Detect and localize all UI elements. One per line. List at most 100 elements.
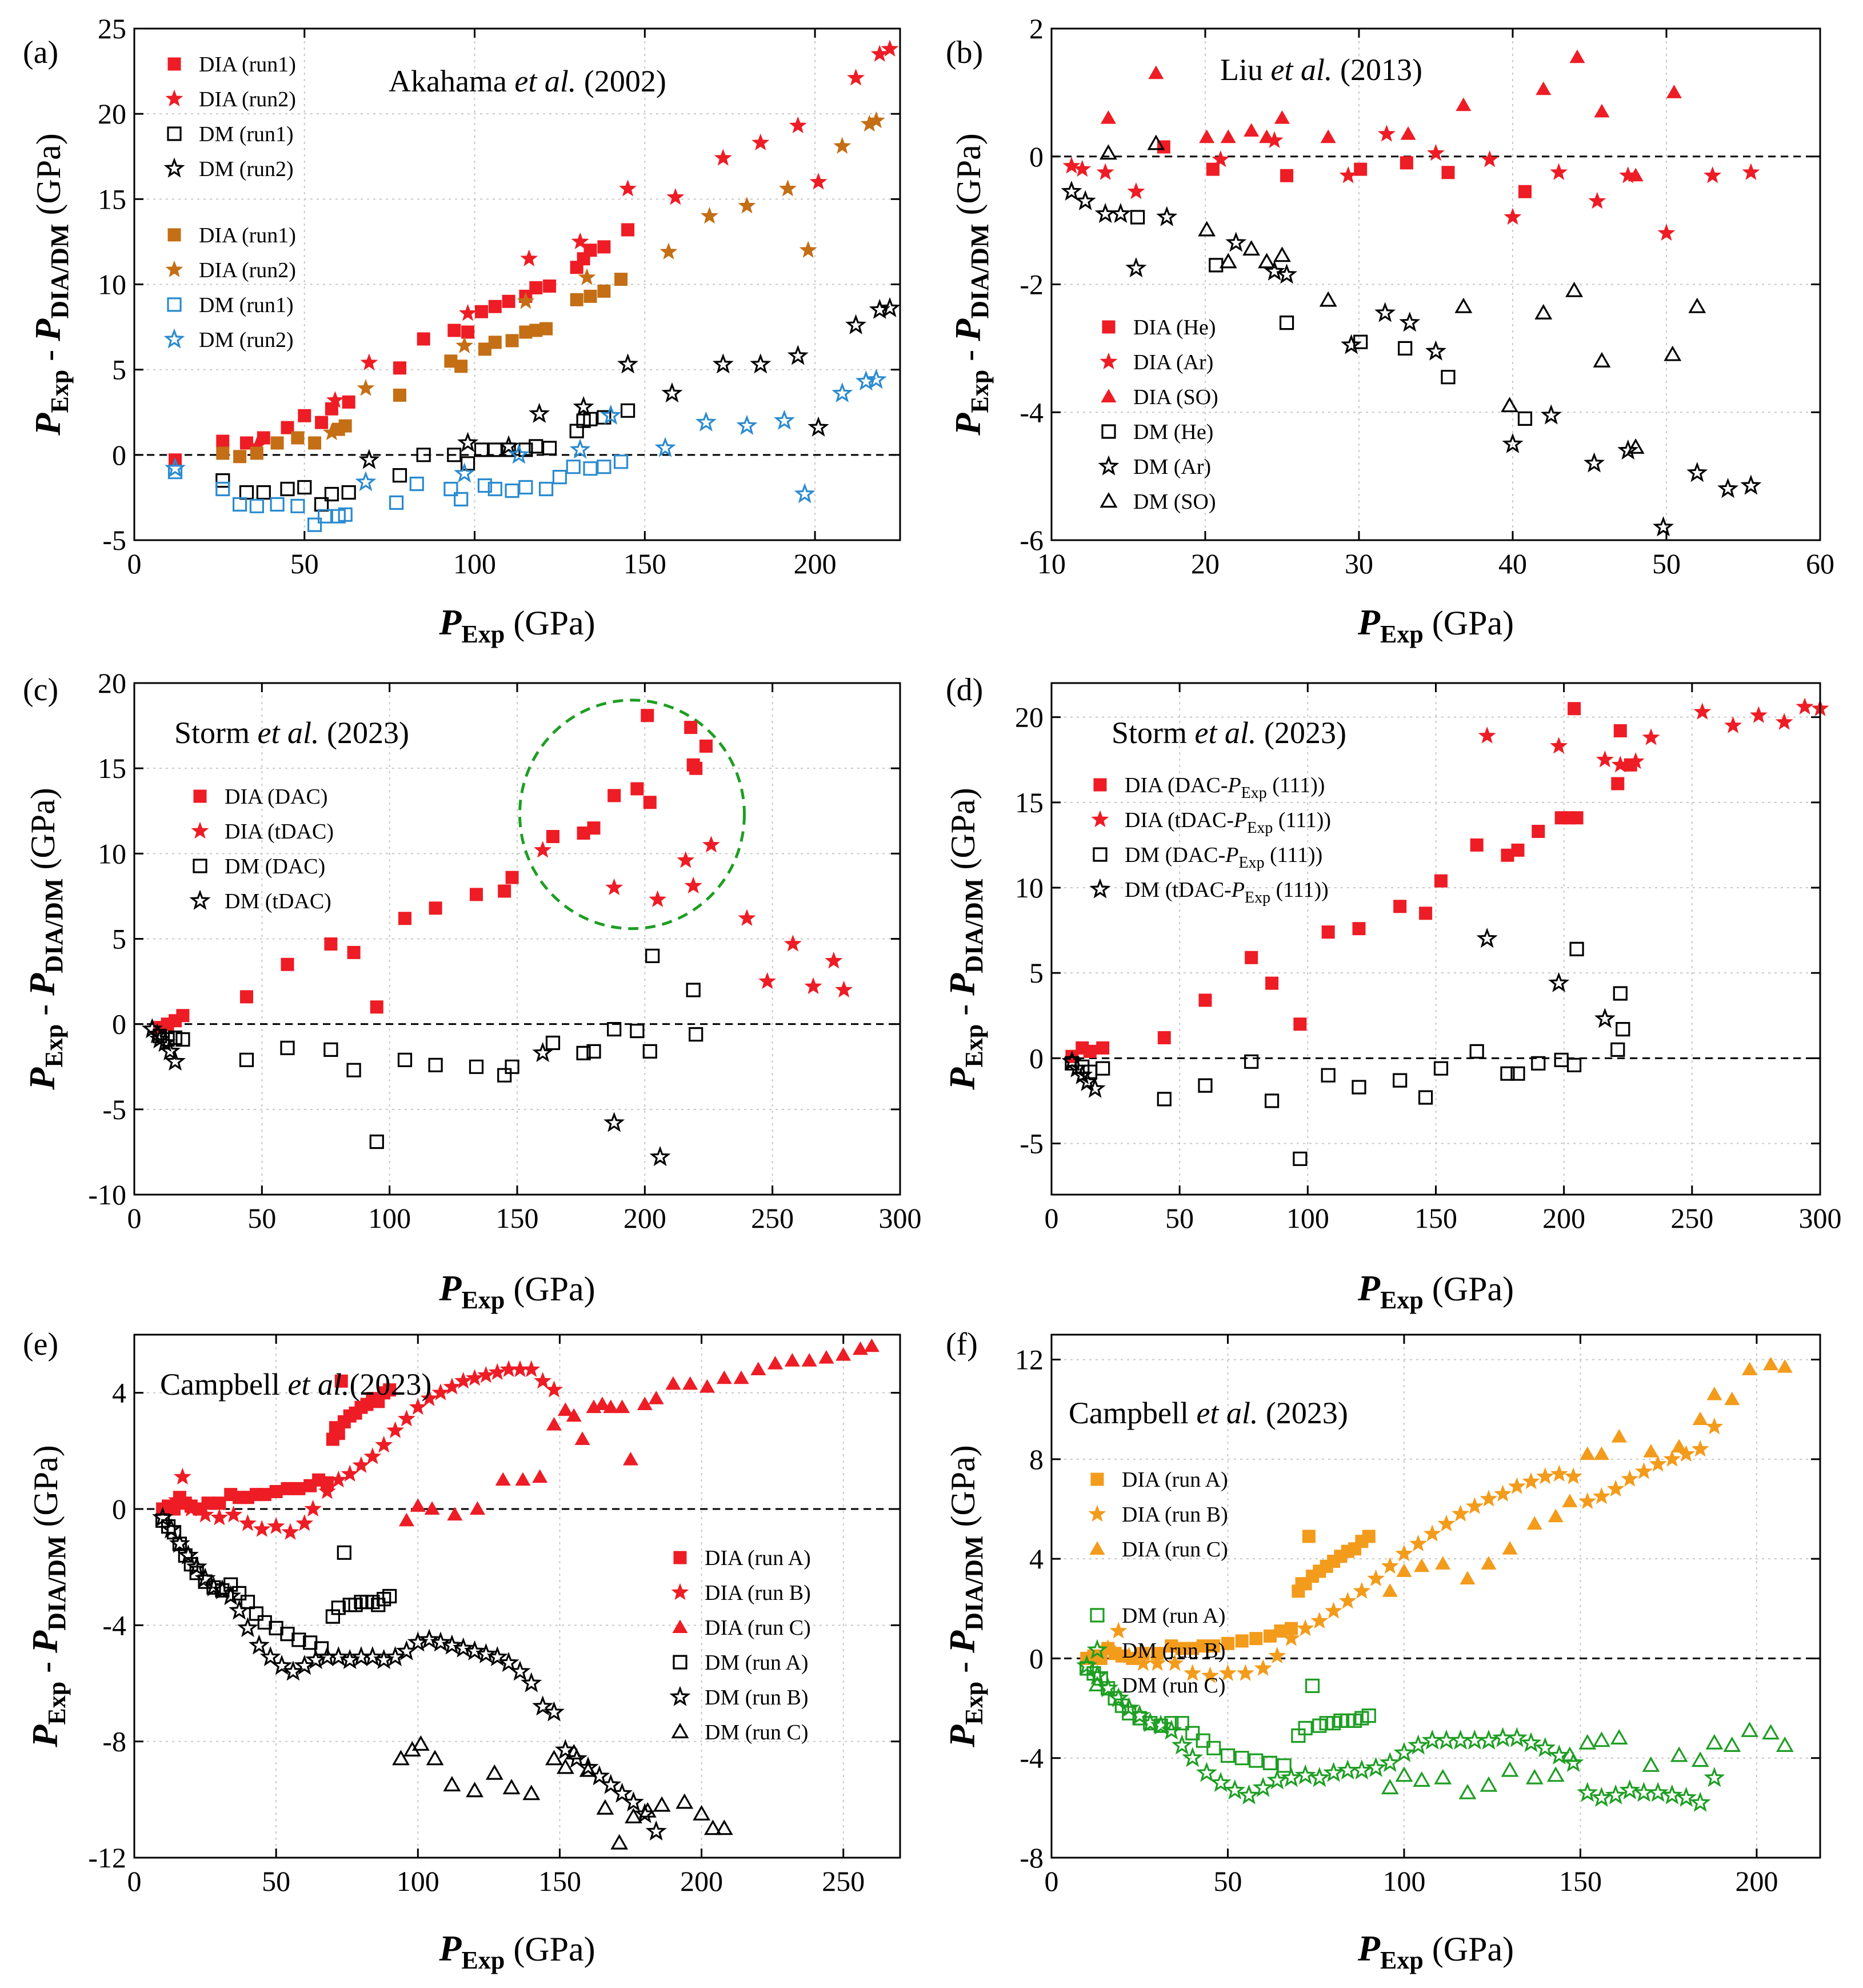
panel-e-legend-marker	[669, 1686, 691, 1706]
panel-f-series-4-point	[1161, 1719, 1182, 1740]
panel-a-series-6-point	[338, 507, 353, 522]
panel-c-series-0-point	[505, 871, 519, 884]
panel-f-series-1-point	[1325, 1602, 1343, 1619]
panel-d-series-1-point	[1749, 706, 1768, 723]
panel-f-series-1-point	[1120, 1646, 1138, 1664]
panel-c-legend-label: DIA (DAC)	[225, 785, 327, 809]
panel-a-ylabel: PExp - PDIA/DM (GPa)	[27, 133, 74, 436]
panel-b-series-4-point	[1584, 452, 1605, 473]
panel-a-series-3-point	[457, 432, 479, 452]
panel-a-series-4-point	[539, 322, 553, 336]
panel-e-series-2-point	[801, 1353, 817, 1367]
panel-d-series-0	[1065, 702, 1637, 1063]
panel-b-legend-label: DIA (Ar)	[1133, 350, 1213, 374]
panel-b-series-1-point	[1481, 150, 1499, 167]
panel-d-legend-label: DIA (tDAC-PExp (111))	[1125, 808, 1331, 837]
panel-d-series-0-point	[1245, 951, 1258, 964]
panel-a-series-4-point	[233, 450, 247, 464]
panel-a-ytick-label: -5	[102, 524, 126, 556]
panel-b-legend-marker	[1102, 320, 1116, 334]
panel-f-series-4-point	[1238, 1784, 1260, 1805]
panel-f-series-5-point	[1395, 1766, 1413, 1782]
panel-f-series-4-point	[1365, 1757, 1387, 1777]
panel-b-series-4-point	[1125, 257, 1147, 278]
panel-b-xtick-label: 40	[1498, 548, 1527, 580]
panel-f-annotation-author: Campbell	[1069, 1396, 1196, 1430]
panel-c-series-0-point	[176, 1009, 190, 1023]
panel-f-series-1-point	[1465, 1497, 1484, 1514]
panel-a-ytick-label: 5	[112, 354, 126, 386]
panel-a-series-2-point	[324, 486, 339, 502]
panel-f-series-3-point	[1348, 1713, 1362, 1728]
panel-c-series-1-point	[677, 851, 695, 868]
panel-a-series-0-point	[461, 325, 475, 339]
panel-d-series-2-point	[1198, 1078, 1213, 1093]
panel-a-series-2-point	[542, 441, 557, 456]
panel-a-series-0-point	[257, 431, 270, 445]
panel-f-series-1-point	[1219, 1664, 1237, 1681]
panel-c-series-2-point	[645, 948, 660, 963]
panel-f-series-4-point	[1450, 1729, 1472, 1750]
panel-e-series-4-point	[554, 1739, 576, 1759]
panel-f-series-4-point	[1252, 1777, 1274, 1797]
panel-a-legend-marker	[167, 228, 181, 242]
panel-e-series-4-point	[362, 1646, 383, 1667]
panel-f-xtick-label: 50	[1213, 1865, 1242, 1897]
panel-e-series-4-point	[220, 1585, 242, 1606]
panel-e-series-3-point	[172, 1536, 187, 1551]
panel-c-legend-marker	[193, 789, 207, 803]
panel-f-series-0-point	[1264, 1629, 1277, 1643]
panel-b-ytick-label: -2	[1020, 269, 1044, 301]
panel-e-series-3-point	[325, 1609, 341, 1624]
panel-b-xlabel: PExp (GPa)	[1357, 602, 1514, 648]
panel-a-series-6-point	[454, 492, 469, 507]
panel-a-series-3-point	[807, 416, 829, 437]
panel-d-series-0-point	[1265, 976, 1279, 990]
panel-f-series-4-point	[1210, 1771, 1232, 1793]
panel-f-xtick-label: 200	[1735, 1865, 1778, 1897]
panel-c-series-3-point	[532, 1041, 554, 1063]
panel-a-series-3-point	[661, 382, 683, 403]
panel-f-series-5	[1381, 1721, 1794, 1799]
panel-a-series-5-point	[357, 379, 375, 396]
panel-a-series-7-point	[508, 444, 530, 464]
panel-d-ytick-label: 10	[1015, 872, 1044, 904]
panel-f-series-3-point	[1298, 1720, 1313, 1735]
panel-c-series-0-point	[324, 937, 338, 951]
panel-c-xtick-label: 0	[127, 1202, 142, 1234]
panel-e-series-2-point	[835, 1347, 851, 1361]
panel-d-xtick-label: 50	[1165, 1202, 1194, 1234]
panel-d-series-0-point	[1532, 825, 1545, 838]
panel-d-series-3-point	[1548, 972, 1570, 992]
panel-a-xtick-label: 100	[453, 548, 496, 580]
panel-b-series-2-point	[1220, 129, 1236, 143]
panel-e-series-2-point	[515, 1472, 531, 1486]
panel-e-series-5-point	[392, 1750, 410, 1766]
panel-a-series-4-point	[505, 334, 519, 348]
panel-b-series-4-point	[1502, 433, 1524, 453]
panel-a-series-6-point	[389, 495, 404, 510]
panel-d-legend-label: DIA (DAC-PExp (111))	[1125, 773, 1325, 802]
panel-b-legend-label: DM (Ar)	[1133, 455, 1211, 479]
panel-d-series-0-point	[1157, 1031, 1171, 1044]
panel-e-series-2	[398, 1338, 879, 1527]
panel-c-series-2-point	[505, 1059, 519, 1074]
panel-b-series-5-point	[1534, 304, 1553, 320]
panel-a-series-2-point	[529, 439, 543, 454]
panel-c-series-0-point	[429, 901, 442, 915]
panel-b-series-4-point	[1094, 202, 1116, 223]
panel-d-xtick-label: 300	[1799, 1202, 1842, 1234]
panel-e-series-4-point	[566, 1747, 587, 1768]
panel-e-series-1-point	[409, 1398, 427, 1415]
panel-d-series-2-point	[1393, 1073, 1408, 1088]
panel-f-series-5-point	[1670, 1746, 1688, 1762]
panel-f-series-2-point	[1763, 1356, 1779, 1371]
panel-c-series-0-point	[643, 796, 657, 809]
panel-f-series-4-point	[1421, 1729, 1443, 1750]
panel-a-series-2-point	[569, 424, 584, 438]
panel-e-xtick-label: 200	[680, 1865, 723, 1897]
panel-f-series-1-point	[1367, 1569, 1385, 1587]
panel-c-series-2	[153, 948, 703, 1149]
panel-c-series-0-point	[347, 945, 361, 959]
